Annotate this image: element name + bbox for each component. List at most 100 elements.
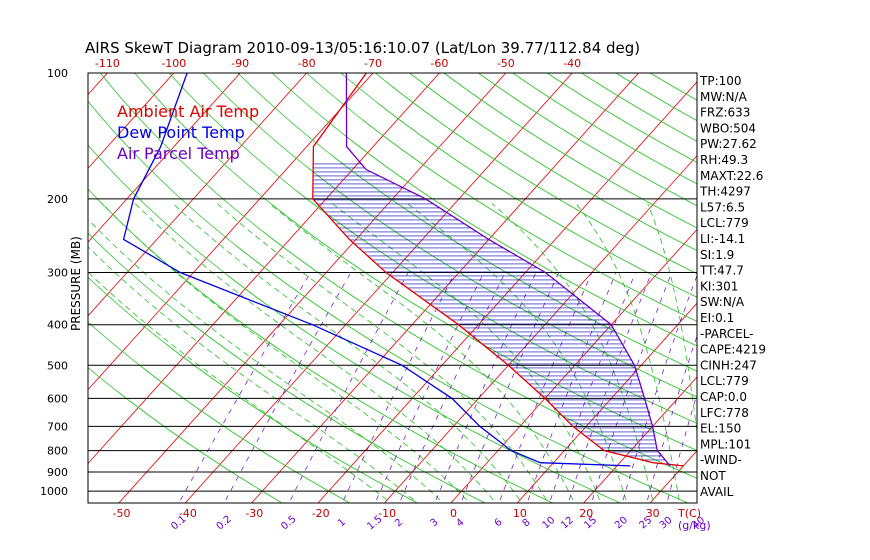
isotherm-line [88,73,241,243]
index-entry: SI:1.9 [700,248,734,262]
index-entry: CAP:0.0 [700,390,747,404]
mixing-ratio-line [180,272,311,501]
legend-entry: Air Parcel Temp [117,144,240,163]
dry-adiabat [88,321,351,503]
dry-adiabat [100,73,697,479]
dry-adiabat [306,73,697,322]
bottom-temp-tick-label: -50 [113,507,131,520]
index-entry: -WIND- [700,453,742,467]
index-entry: TP:100 [699,74,742,88]
bottom-temp-tick-label: 0 [450,507,457,520]
legend: Ambient Air Temp Dew Point Temp Air Parcel… [117,102,259,163]
pressure-tick-label: 400 [47,319,68,332]
isotherm-line [843,63,870,510]
mixing-ratio-label: 3 [428,517,440,530]
index-entry: LI:-14.1 [700,232,745,246]
mixing-ratio-line [343,272,456,501]
isotherm-line [118,73,507,503]
dry-adiabat [375,73,697,275]
dry-adiabat [409,73,697,252]
top-temp-tick-label: -110 [95,57,120,70]
mixing-ratio-label: 0.2 [215,514,234,533]
top-temp-tick-label: -70 [364,57,382,70]
index-entry: CAPE:4219 [700,343,766,357]
pressure-tick-label: 1000 [40,485,68,498]
isotherm-line [184,73,573,503]
pressure-tick-label: 100 [47,67,68,80]
moist-adiabat [172,203,521,501]
pressure-tick-label: 600 [47,392,68,405]
dry-adiabat [88,367,283,503]
index-entry: KI:301 [700,279,738,293]
index-entry: PW:27.62 [700,137,757,151]
moist-adiabat [88,271,388,501]
plot-frame [87,72,698,504]
mixing-ratio-label: 20 [613,515,630,532]
dry-adiabat [203,73,697,398]
dry-adiabat [546,73,697,163]
index-entry: -PARCEL- [700,327,754,341]
index-entry: TT:47.7 [699,264,744,278]
isotherm-line [88,73,108,96]
moist-adiabat [216,203,547,501]
dry-adiabat [88,232,486,503]
index-entry: NOT [700,469,726,483]
mixing-ratio-line [568,272,652,501]
pressure-tick-label: 900 [47,466,68,479]
bottom-temp-tick-label: -40 [179,507,197,520]
index-entry: WBO:504 [700,121,756,135]
isotherm-line [317,81,697,503]
top-temp-tick-label: -100 [161,57,186,70]
mixing-ratio-label: 2 [393,517,405,530]
mixing-ratio-label: 6 [493,517,505,530]
mixing-ratio-line [225,272,352,501]
bottom-temp-tick-label: 10 [513,507,527,520]
index-entry: AVAIL [700,485,734,499]
mixing-ratio-line [647,334,697,501]
pressure-tick-label: 300 [47,267,68,280]
mixing-ratio-line [376,272,485,501]
index-entry: FRZ:633 [700,106,750,120]
pressure-tick-label: 200 [47,193,68,206]
dew-point-templine [122,73,631,467]
plot-area [0,63,870,510]
dry-adiabat [88,188,554,503]
isotherm-line [0,63,50,510]
pressure-tick-label: 700 [47,420,68,433]
mixing-ratio-label: 4 [454,517,466,530]
mixing-ratio-line [499,272,593,501]
moist-adiabat [88,218,441,501]
isotherm-line [251,73,640,503]
mixing-ratio-line [592,272,672,501]
mixing-ratio-line [290,272,409,501]
legend-entry: Dew Point Temp [117,123,245,142]
x-axis-label: T(C) [677,507,701,520]
mixing-ratio-line [527,272,617,501]
legend-entry: Ambient Air Temp [117,102,259,121]
isotherm-line [88,73,175,169]
bottom-temp-tick-label: -20 [312,507,330,520]
mixing-ratio-line [550,272,636,501]
dry-adiabat [237,73,697,372]
chart-title: AIRS SkewT Diagram 2010-09-13/05:16:10.0… [85,39,640,57]
top-temp-tick-label: -90 [231,57,249,70]
moist-adiabat [406,203,627,501]
isotherm-line [516,302,697,503]
mixing-ratio-label: 30 [658,515,675,532]
dry-adiabat [650,73,697,101]
mixing-ratio-label: 8 [521,517,533,530]
dry-adiabat [88,144,622,503]
index-entry: LFC:778 [700,406,749,420]
moist-adiabat [647,203,697,435]
index-entry: MPL:101 [700,437,751,451]
moist-adiabat [88,246,414,501]
bottom-temp-tick-label: -30 [245,507,263,520]
mixing-ratio-label: 0.5 [279,514,298,533]
index-entry: MW:N/A [700,90,748,104]
top-temp-tick-label: -50 [497,57,515,70]
mixing-ratio-label: 12 [559,515,576,532]
dry-adiabat [134,73,697,451]
mixing-ratio-label: 10 [540,515,557,532]
